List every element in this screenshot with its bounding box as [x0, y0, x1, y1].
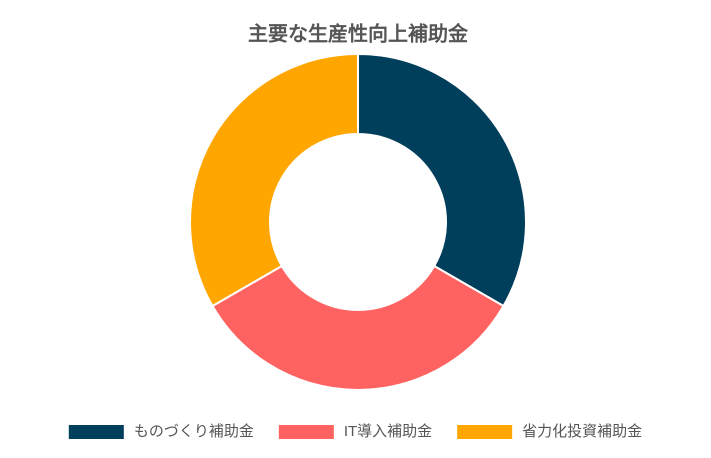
- legend-label: 省力化投資補助金: [522, 423, 642, 440]
- chart-title: 主要な生産性向上補助金: [248, 21, 469, 45]
- donut-segment: [211, 264, 505, 391]
- legend-swatch: [278, 425, 334, 439]
- legend-label: ものづくり補助金: [134, 423, 254, 440]
- legend-swatch: [457, 425, 513, 439]
- legend-swatch: [68, 425, 124, 439]
- donut-segment: [357, 52, 527, 308]
- donut-segment: [189, 52, 359, 308]
- legend-label: IT導入補助金: [344, 423, 432, 440]
